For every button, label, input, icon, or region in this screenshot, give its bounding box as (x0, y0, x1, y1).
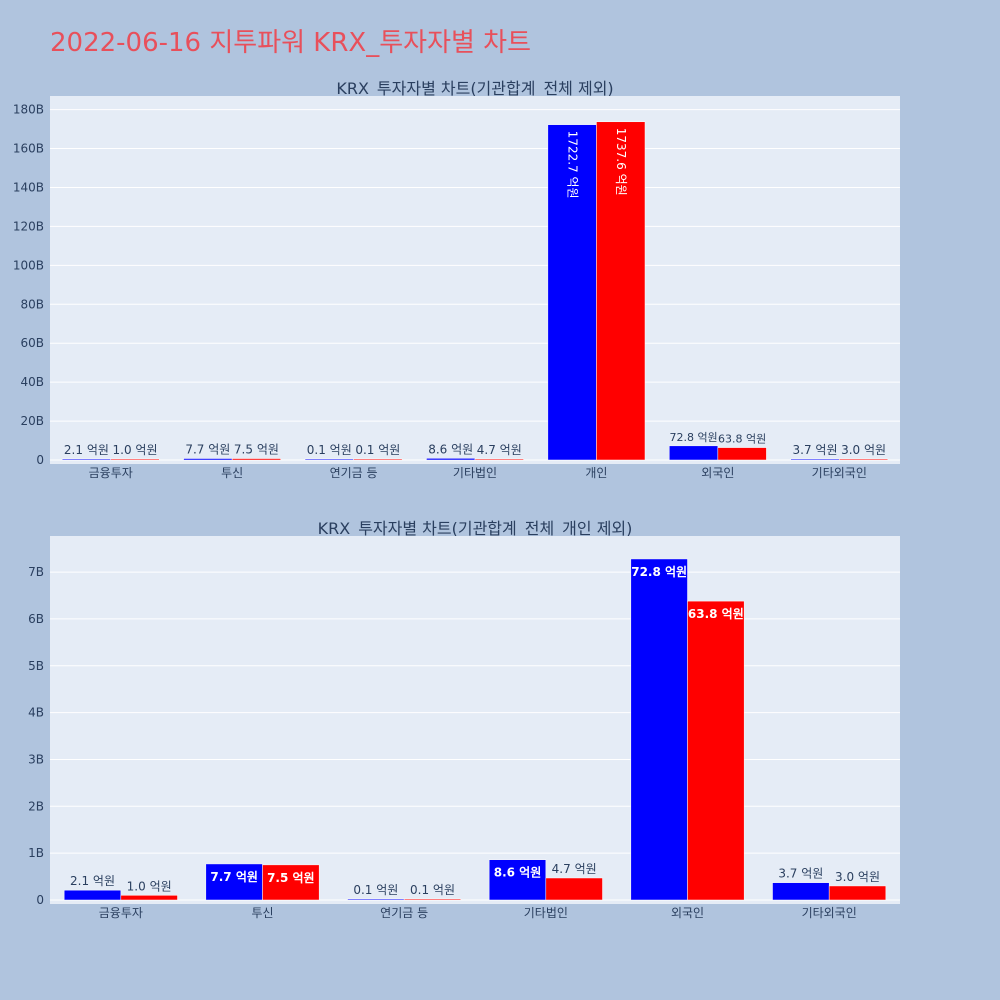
x-tick-label: 외국인 (671, 906, 704, 920)
x-tick-label: 금융투자 (99, 906, 143, 920)
chart-1: 0 20B 40B 60B 80B 100B 120B 140B 160B 180B 금융투자 2.1… (13, 96, 900, 480)
data-label: 2.1 억원 (70, 874, 115, 888)
y-tick-label: 0 (36, 893, 44, 907)
y-tick-label: 4B (28, 706, 44, 720)
bar (347, 898, 405, 901)
data-label: 3.7 억원 (778, 867, 823, 881)
data-label: 7.7 억원 (185, 443, 230, 457)
data-label: 7.7 억원 (210, 870, 258, 884)
bar (790, 458, 840, 461)
bar (488, 859, 547, 901)
plot-area (50, 536, 900, 904)
data-label: 63.8 억원 (688, 607, 744, 621)
plot-area (50, 96, 900, 464)
data-label: 1737.6 억원 (614, 128, 628, 196)
x-tick-label: 연기금 등 (330, 466, 378, 480)
y-tick-label: 2B (28, 799, 44, 813)
data-label: 7.5 억원 (234, 443, 279, 457)
bar (63, 889, 122, 901)
data-label: 8.6 억원 (494, 866, 542, 880)
y-tick-label: 140B (13, 180, 44, 194)
data-label: 0.1 억원 (410, 883, 455, 897)
bar (630, 558, 688, 901)
data-label: 0.1 억원 (307, 443, 352, 457)
data-label: 1722.7 억원 (566, 131, 580, 199)
y-tick-label: 6B (28, 612, 44, 626)
data-label: 3.0 억원 (835, 870, 880, 884)
bar (669, 445, 719, 461)
y-tick-label: 40B (20, 375, 44, 389)
x-tick-label: 투신 (221, 466, 243, 480)
x-tick-label: 외국인 (701, 466, 734, 480)
bar (828, 885, 887, 901)
x-tick-label: 기타법인 (524, 906, 568, 920)
y-tick-label: 20B (20, 414, 44, 428)
bar (596, 121, 646, 461)
x-tick-label: 투신 (251, 906, 273, 920)
y-tick-label: 3B (28, 752, 44, 766)
x-tick-label: 연기금 등 (380, 906, 428, 920)
bar (687, 600, 745, 901)
bar (717, 447, 767, 461)
data-label: 7.5 억원 (267, 871, 315, 885)
chart-2-title: KRX_투자자별 차트(기관합계_전체_개인 제외) (318, 519, 633, 539)
bar (61, 458, 111, 461)
bar (231, 458, 281, 461)
y-tick-label: 1B (28, 846, 44, 860)
y-tick-label: 180B (13, 103, 44, 117)
bar (474, 458, 524, 461)
bar (110, 458, 160, 461)
data-label: 63.8 억원 (718, 433, 766, 446)
bar (262, 864, 320, 901)
x-tick-label: 기타외국인 (812, 466, 867, 480)
data-label: 4.7 억원 (552, 862, 597, 876)
data-label: 72.8 억원 (669, 431, 717, 444)
bar (772, 882, 830, 901)
bar (426, 458, 476, 461)
chart-1-title: KRX_투자자별 차트(기관합계_전체 제외) (336, 79, 613, 99)
x-tick-label: 기타법인 (453, 466, 497, 480)
y-tick-label: 120B (13, 219, 44, 233)
bar (545, 877, 603, 901)
data-label: 8.6 억원 (428, 442, 473, 456)
y-tick-label: 80B (20, 297, 44, 311)
data-label: 1.0 억원 (113, 443, 158, 457)
y-tick-label: 0 (36, 453, 44, 467)
x-tick-label: 금융투자 (89, 466, 133, 480)
data-label: 0.1 억원 (353, 883, 398, 897)
data-label: 2.1 억원 (64, 443, 109, 457)
bar (304, 458, 354, 461)
page-title: 2022-06-16 지투파워 KRX_투자자별 차트 (50, 28, 532, 58)
bar (547, 124, 597, 461)
y-tick-label: 100B (13, 258, 44, 272)
x-tick-label: 기타외국인 (802, 906, 857, 920)
bar (353, 458, 403, 461)
data-label: 1.0 억원 (127, 879, 172, 893)
data-label: 0.1 억원 (355, 443, 400, 457)
y-tick-label: 160B (13, 142, 44, 156)
data-label: 3.0 억원 (841, 443, 886, 457)
y-tick-label: 60B (20, 336, 44, 350)
y-tick-label: 5B (28, 659, 44, 673)
data-label: 3.7 억원 (793, 443, 838, 457)
bar (120, 895, 178, 901)
data-label: 4.7 억원 (477, 443, 522, 457)
bar (403, 898, 462, 901)
bar (183, 458, 233, 461)
bar (839, 458, 889, 461)
y-tick-label: 7B (28, 565, 44, 579)
data-label: 72.8 억원 (631, 565, 687, 579)
x-tick-label: 개인 (585, 466, 607, 480)
